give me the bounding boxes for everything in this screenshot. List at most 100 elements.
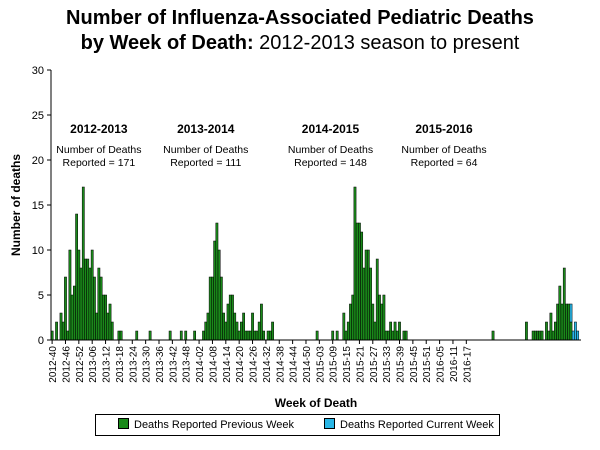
bar-previous-week (538, 330, 542, 341)
legend: Deaths Reported Previous Week Deaths Rep… (95, 414, 500, 436)
bar-previous-week (99, 276, 103, 341)
y-tick-label: 20 (32, 155, 44, 167)
bar-previous-week (148, 330, 152, 341)
bar-previous-week (248, 330, 252, 341)
season-label: 2013-2014 (177, 122, 235, 136)
bar-previous-week (117, 330, 121, 341)
bar-previous-week (353, 186, 357, 341)
bar-previous-week (547, 330, 551, 341)
bar-previous-week (168, 330, 172, 341)
season-label: 2015-2016 (415, 122, 473, 136)
bar-previous-week (215, 222, 219, 341)
season-deaths-total: Reported = 148 (294, 157, 367, 169)
bar-current-week (574, 321, 577, 341)
x-tick-label: 2013-48 (182, 346, 193, 383)
y-tick-label: 15 (32, 200, 44, 212)
bar-previous-week (257, 321, 261, 341)
bar-previous-week (184, 330, 188, 341)
bar-previous-week (55, 321, 58, 341)
bar-previous-week (371, 303, 375, 341)
bar-previous-week (491, 330, 495, 341)
x-tick-label: 2013-06 (88, 346, 99, 383)
x-tick-label: 2013-18 (115, 346, 126, 383)
bar-previous-week (251, 312, 254, 341)
bar-previous-week (260, 303, 263, 341)
bar-previous-week (246, 330, 250, 341)
x-tick-label: 2015-39 (396, 346, 407, 383)
bar-previous-week (108, 303, 112, 341)
bar-current-week (569, 303, 573, 323)
bar-previous-week (393, 321, 397, 341)
bar-current-week (571, 330, 575, 341)
bar-previous-week (213, 240, 217, 341)
bar-previous-week (560, 303, 564, 341)
bar-previous-week (331, 330, 335, 341)
bar-previous-week (86, 258, 90, 341)
season-deaths-total: Reported = 64 (411, 157, 478, 169)
x-tick-label: 2012-52 (75, 346, 86, 383)
bar-previous-week (110, 321, 114, 341)
x-tick-label: 2015-03 (315, 346, 326, 383)
bar-previous-week (404, 330, 408, 341)
x-tick-label: 2016-05 (436, 346, 447, 383)
season-deaths-caption: Number of Deaths (401, 144, 486, 156)
bar-previous-week (244, 330, 248, 341)
bar-previous-week (389, 321, 392, 341)
bar-previous-week (75, 213, 78, 341)
bar-previous-week (70, 294, 74, 341)
season-deaths-total: Reported = 171 (63, 157, 136, 169)
bar-previous-week (378, 294, 381, 341)
bar-previous-week (268, 330, 272, 341)
bar-previous-week (554, 321, 557, 341)
bar-previous-week (565, 303, 568, 341)
bar-previous-week (88, 267, 92, 341)
x-tick-label: 2014-44 (289, 346, 300, 383)
bar-previous-week (351, 294, 355, 341)
bar-previous-week (59, 312, 63, 341)
title-line-1: Number of Influenza-Associated Pediatric… (66, 7, 534, 29)
x-tick-label: 2015-45 (409, 346, 420, 383)
x-tick-label: 2014-02 (195, 346, 206, 383)
bar-previous-week (380, 303, 384, 341)
x-tick-label: 2014-32 (262, 346, 273, 383)
y-tick-label: 30 (32, 65, 44, 77)
title-line-2: by Week of Death: 2012-2013 season to pr… (80, 32, 520, 54)
bar-previous-week (369, 267, 372, 341)
bar-previous-week (104, 294, 107, 341)
bar-previous-week (387, 330, 390, 341)
bar-previous-week (68, 249, 72, 341)
bar-previous-week (231, 294, 234, 341)
bar-previous-week (562, 267, 566, 341)
bar-previous-week (119, 330, 123, 341)
bar-previous-week (237, 330, 241, 341)
bar-previous-week (222, 312, 225, 341)
bar-previous-week (211, 276, 214, 341)
bar-previous-week (355, 222, 359, 341)
bar-previous-week (179, 330, 183, 341)
x-tick-label: 2013-30 (142, 346, 153, 383)
y-tick-label: 0 (38, 335, 44, 347)
bar-previous-week (391, 330, 395, 341)
bar-previous-week (93, 276, 96, 341)
x-tick-label: 2014-14 (222, 346, 233, 383)
legend-swatch-current-week (324, 418, 335, 429)
bar-previous-week (64, 276, 67, 341)
bar-previous-week (253, 330, 257, 341)
bar-previous-week (549, 312, 553, 341)
bar-previous-week (79, 267, 83, 341)
bar-previous-week (569, 321, 573, 341)
x-tick-label: 2015-21 (355, 346, 366, 383)
season-deaths-caption: Number of Deaths (288, 144, 373, 156)
bar-previous-week (233, 312, 237, 341)
legend-item-current-week: Deaths Reported Current Week (324, 418, 494, 432)
bar-previous-week (556, 303, 559, 341)
x-tick-label: 2015-09 (329, 346, 340, 383)
bar-previous-week (349, 303, 352, 341)
x-tick-label: 2015-33 (382, 346, 393, 383)
bar-previous-week (255, 330, 259, 341)
bar-previous-week (217, 249, 221, 341)
season-deaths-caption: Number of Deaths (56, 144, 141, 156)
x-tick-label: 2014-38 (275, 346, 286, 383)
x-tick-label: 2013-12 (102, 346, 113, 383)
bar-previous-week (315, 330, 319, 341)
